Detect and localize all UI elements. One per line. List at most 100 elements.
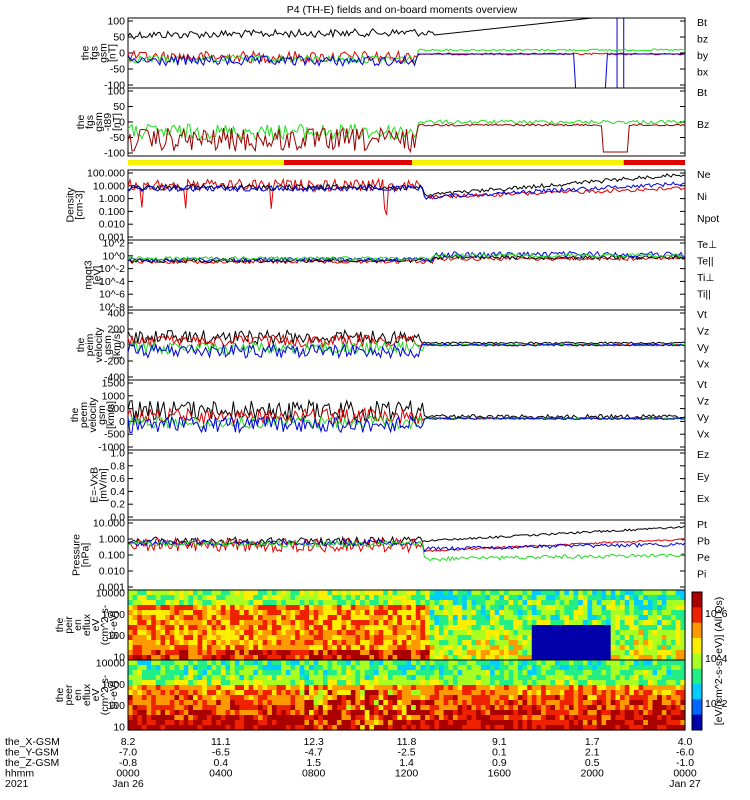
spectrogram-cell bbox=[606, 645, 612, 651]
spectrogram-cell bbox=[309, 655, 315, 661]
spectrogram-cell bbox=[666, 670, 672, 676]
spectrogram-cell bbox=[220, 595, 226, 601]
spectrogram-cell bbox=[578, 675, 584, 681]
spectrogram-cell bbox=[155, 705, 161, 711]
spectrogram-cell bbox=[322, 685, 329, 691]
spectrogram-cell bbox=[369, 670, 375, 676]
spectrogram-cell bbox=[671, 635, 677, 641]
spectrogram-cell bbox=[434, 720, 440, 726]
spectrogram-cell bbox=[401, 635, 408, 641]
spectrogram-cell bbox=[211, 720, 217, 726]
spectrogram-cell bbox=[281, 720, 287, 726]
spectrogram-cell bbox=[443, 630, 449, 636]
spectrogram-cell bbox=[596, 705, 602, 711]
spectrogram-cell bbox=[582, 605, 589, 611]
spectrogram-cell bbox=[244, 665, 250, 671]
spectrogram-cell bbox=[606, 720, 612, 726]
spectrogram-cell bbox=[480, 600, 486, 606]
spectrogram-cell bbox=[582, 710, 589, 716]
spectrogram-cell bbox=[234, 685, 240, 691]
spectrogram-cell bbox=[141, 705, 148, 711]
spectrogram-cell bbox=[448, 640, 454, 646]
spectrogram-cell bbox=[313, 705, 319, 711]
spectrogram-cell bbox=[476, 705, 482, 711]
spectrogram-cell bbox=[559, 710, 565, 716]
spectrogram-cell bbox=[522, 725, 528, 731]
spectrogram-cell bbox=[666, 625, 672, 631]
spectrogram-cell bbox=[346, 715, 352, 721]
spectrogram-cell bbox=[313, 595, 319, 601]
spectrogram-cell bbox=[360, 605, 366, 611]
spectrogram-cell bbox=[508, 685, 514, 691]
spectrogram-cell bbox=[165, 605, 171, 611]
spectrogram-cell bbox=[601, 665, 607, 671]
spectrogram-cell bbox=[466, 705, 472, 711]
spectrogram-cell bbox=[425, 615, 431, 621]
spectrogram-cell bbox=[197, 590, 203, 596]
spectrogram-cell bbox=[439, 625, 445, 631]
spectrogram-cell bbox=[322, 695, 329, 701]
spectrogram-cell bbox=[360, 630, 366, 636]
spectrogram-cell bbox=[160, 720, 166, 726]
spectrogram-cell bbox=[141, 720, 148, 726]
spectrogram-cell bbox=[174, 625, 180, 631]
colorbar-swatch bbox=[692, 653, 702, 670]
spectrogram-cell bbox=[230, 720, 236, 726]
spectrogram-cell bbox=[225, 725, 231, 731]
spectrogram-cell bbox=[281, 705, 287, 711]
y-tick-label: 10^-2 bbox=[99, 263, 125, 275]
spectrogram-cell bbox=[258, 630, 264, 636]
spectrogram-cell bbox=[248, 610, 254, 616]
spectrogram-cell bbox=[615, 680, 621, 686]
spectrogram-cell bbox=[225, 615, 231, 621]
spectrogram-cell bbox=[299, 700, 305, 706]
spectrogram-cell bbox=[504, 650, 510, 656]
spectrogram-cell bbox=[137, 595, 143, 601]
spectrogram-cell bbox=[522, 670, 528, 676]
spectrogram-cell bbox=[541, 620, 547, 626]
spectrogram-cell bbox=[193, 605, 199, 611]
spectrogram-cell bbox=[285, 675, 291, 681]
spectrogram-cell bbox=[313, 610, 319, 616]
spectrogram-cell bbox=[248, 685, 254, 691]
spectrogram-cell bbox=[392, 635, 398, 641]
spectrogram-cell bbox=[582, 650, 589, 656]
spectrogram-cell bbox=[508, 615, 514, 621]
spectrogram-cell bbox=[425, 720, 431, 726]
spectrogram-cell bbox=[276, 655, 282, 661]
spectrogram-cell bbox=[606, 630, 612, 636]
spectrogram-cell bbox=[443, 625, 449, 631]
spectrogram-cell bbox=[341, 600, 347, 606]
spectrogram-cell bbox=[174, 615, 180, 621]
spectrogram-cell bbox=[220, 725, 226, 731]
spectrogram-cell bbox=[244, 670, 250, 676]
spectrogram-cell bbox=[128, 615, 134, 621]
spectrogram-cell bbox=[197, 650, 203, 656]
spectrogram-cell bbox=[471, 720, 477, 726]
spectrogram-cell bbox=[545, 655, 551, 661]
spectrogram-cell bbox=[485, 590, 491, 596]
spectrogram-cell bbox=[216, 710, 222, 716]
spectrogram-cell bbox=[225, 650, 231, 656]
spectrogram-cell bbox=[160, 645, 166, 651]
spectrogram-cell bbox=[462, 620, 468, 626]
spectrogram-cell bbox=[341, 700, 347, 706]
spectrogram-cell bbox=[350, 655, 356, 661]
spectrogram-cell bbox=[439, 595, 445, 601]
spectrogram-cell bbox=[536, 720, 542, 726]
spectrogram-cell bbox=[527, 655, 533, 661]
spectrogram-cell bbox=[522, 595, 528, 601]
spectrogram-cell bbox=[137, 685, 143, 691]
spectrogram-cell bbox=[369, 600, 375, 606]
spectrogram-cell bbox=[573, 685, 579, 691]
spectrogram-cell bbox=[531, 705, 537, 711]
spectrogram-cell bbox=[225, 605, 231, 611]
spectrogram-cell bbox=[633, 650, 640, 656]
spectrogram-cell bbox=[355, 640, 361, 646]
spectrogram-cell bbox=[155, 715, 161, 721]
x-tick-label: 0000 bbox=[673, 768, 697, 780]
spectrogram-cell bbox=[452, 710, 459, 716]
spectrogram-cell bbox=[429, 715, 435, 721]
spectrogram-cell bbox=[239, 595, 245, 601]
spectrogram-cell bbox=[267, 610, 273, 616]
